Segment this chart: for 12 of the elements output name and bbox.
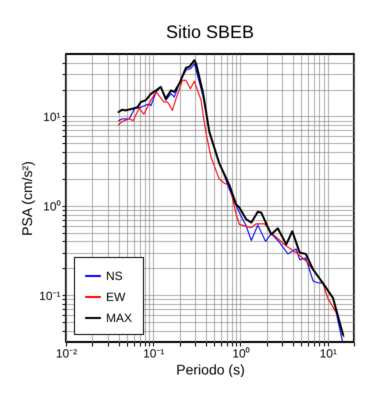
chart-title: Sitio SBEB — [166, 22, 254, 42]
y-axis-title: PSA (cm/s²) — [19, 161, 36, 236]
y-tick-label: 10⁰ — [43, 199, 60, 214]
x-tick-label: 10¹ — [320, 346, 337, 360]
legend-label: MAX — [106, 311, 132, 325]
legend-label: NS — [106, 269, 123, 283]
y-tick-label: 10⁻¹ — [39, 288, 61, 303]
x-tick-label: 10⁰ — [232, 346, 250, 360]
legend-label: EW — [106, 290, 126, 304]
x-tick-label: 10⁻¹ — [143, 346, 164, 360]
x-tick-label: 10⁻² — [56, 346, 78, 360]
y-tick-label: 10¹ — [43, 110, 61, 124]
